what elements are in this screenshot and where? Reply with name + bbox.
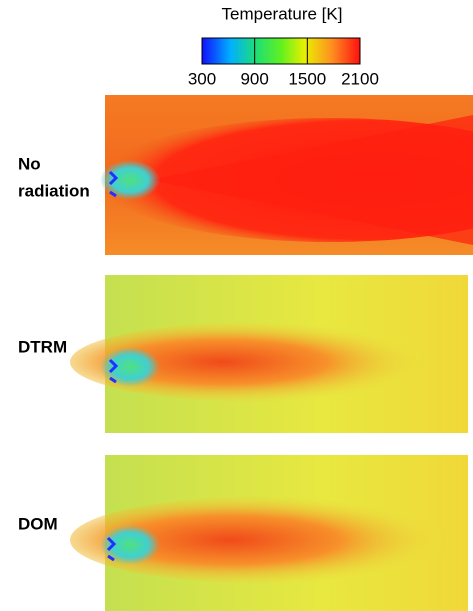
- panel-label: No: [18, 154, 41, 173]
- panel-label: radiation: [18, 181, 90, 200]
- panel: [70, 455, 470, 611]
- panel: [70, 275, 468, 433]
- injector-zone: [100, 347, 160, 387]
- flame-plume: [70, 496, 470, 584]
- flame-plume: [70, 322, 450, 402]
- panel-label: DOM: [18, 514, 58, 533]
- tick-label: 2100: [341, 69, 379, 88]
- panel: [100, 95, 473, 255]
- injector-zone: [100, 160, 160, 200]
- tick-label: 300: [188, 69, 216, 88]
- tick-label: 900: [240, 69, 268, 88]
- colorbar: 300 900 1500 2100: [188, 37, 379, 88]
- colorbar-scale: [201, 37, 361, 65]
- inlet: [108, 358, 119, 384]
- tick-label: 1500: [288, 69, 326, 88]
- colorbar-title: Temperature [K]: [222, 4, 343, 23]
- injector-zone: [100, 525, 160, 565]
- inlet: [106, 536, 117, 562]
- inlet: [108, 170, 119, 198]
- panel-label: DTRM: [18, 337, 67, 356]
- flame-core: [150, 115, 473, 245]
